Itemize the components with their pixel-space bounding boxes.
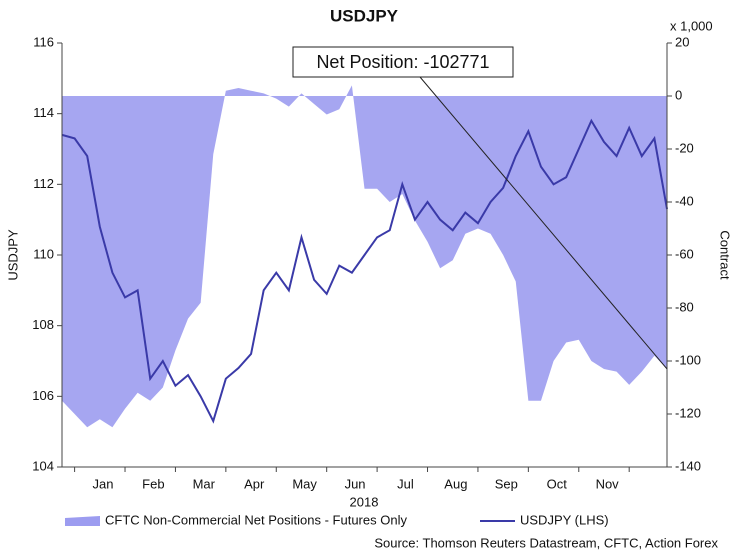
x-tick-label: Feb bbox=[142, 476, 164, 491]
legend-label: CFTC Non-Commercial Net Positions - Futu… bbox=[105, 512, 407, 527]
x-tick-label: Mar bbox=[193, 476, 216, 491]
y2-unit-note: x 1,000 bbox=[670, 18, 713, 33]
annotation-box bbox=[292, 46, 514, 78]
line bbox=[61, 118, 668, 424]
y-axis-label: USDJPY bbox=[5, 229, 20, 281]
y2-tick-label: -140 bbox=[675, 458, 701, 473]
y-tick-label: 112 bbox=[33, 176, 54, 191]
x-axis-label: 2018 bbox=[350, 494, 379, 509]
source: Source: Thomson Reuters Datastream, CFTC… bbox=[374, 535, 718, 550]
y2-tick-label: -60 bbox=[675, 246, 694, 261]
area bbox=[62, 85, 667, 428]
chart-title: USDJPY bbox=[330, 6, 399, 25]
y2-axis-label: Contract bbox=[718, 230, 733, 280]
x-tick-label: Jun bbox=[345, 476, 366, 491]
x-tick-label: Jul bbox=[397, 476, 414, 491]
y-tick-label: 116 bbox=[33, 34, 54, 49]
annotation-leader bbox=[419, 76, 668, 370]
y-tick-label: 114 bbox=[33, 105, 54, 120]
legend-swatch bbox=[65, 516, 100, 526]
y2-tick-label: -20 bbox=[675, 140, 694, 155]
annotation: Net Position: -102771 bbox=[316, 52, 489, 72]
x-tick-label: Nov bbox=[596, 476, 620, 491]
y2-tick-label: -40 bbox=[675, 193, 694, 208]
x-tick-label: Jan bbox=[92, 476, 113, 491]
x-tick-label: Apr bbox=[244, 476, 265, 491]
y2-tick-label: -100 bbox=[675, 352, 701, 367]
y-tick-label: 110 bbox=[33, 246, 54, 261]
y2-tick-label: -80 bbox=[675, 299, 694, 314]
x-tick-label: Sep bbox=[495, 476, 518, 491]
x-tick-label: Aug bbox=[444, 476, 467, 491]
legend-label: USDJPY (LHS) bbox=[520, 512, 609, 527]
x-tick-label: May bbox=[292, 476, 317, 491]
y-tick-label: 106 bbox=[32, 388, 54, 403]
y2-tick-label: 0 bbox=[675, 87, 682, 102]
y-tick-label: 104 bbox=[32, 458, 54, 473]
x-tick-label: Oct bbox=[547, 476, 568, 491]
y-tick-label: 108 bbox=[32, 317, 54, 332]
y2-tick-label: 20 bbox=[675, 34, 689, 49]
y2-tick-label: -120 bbox=[675, 405, 701, 420]
